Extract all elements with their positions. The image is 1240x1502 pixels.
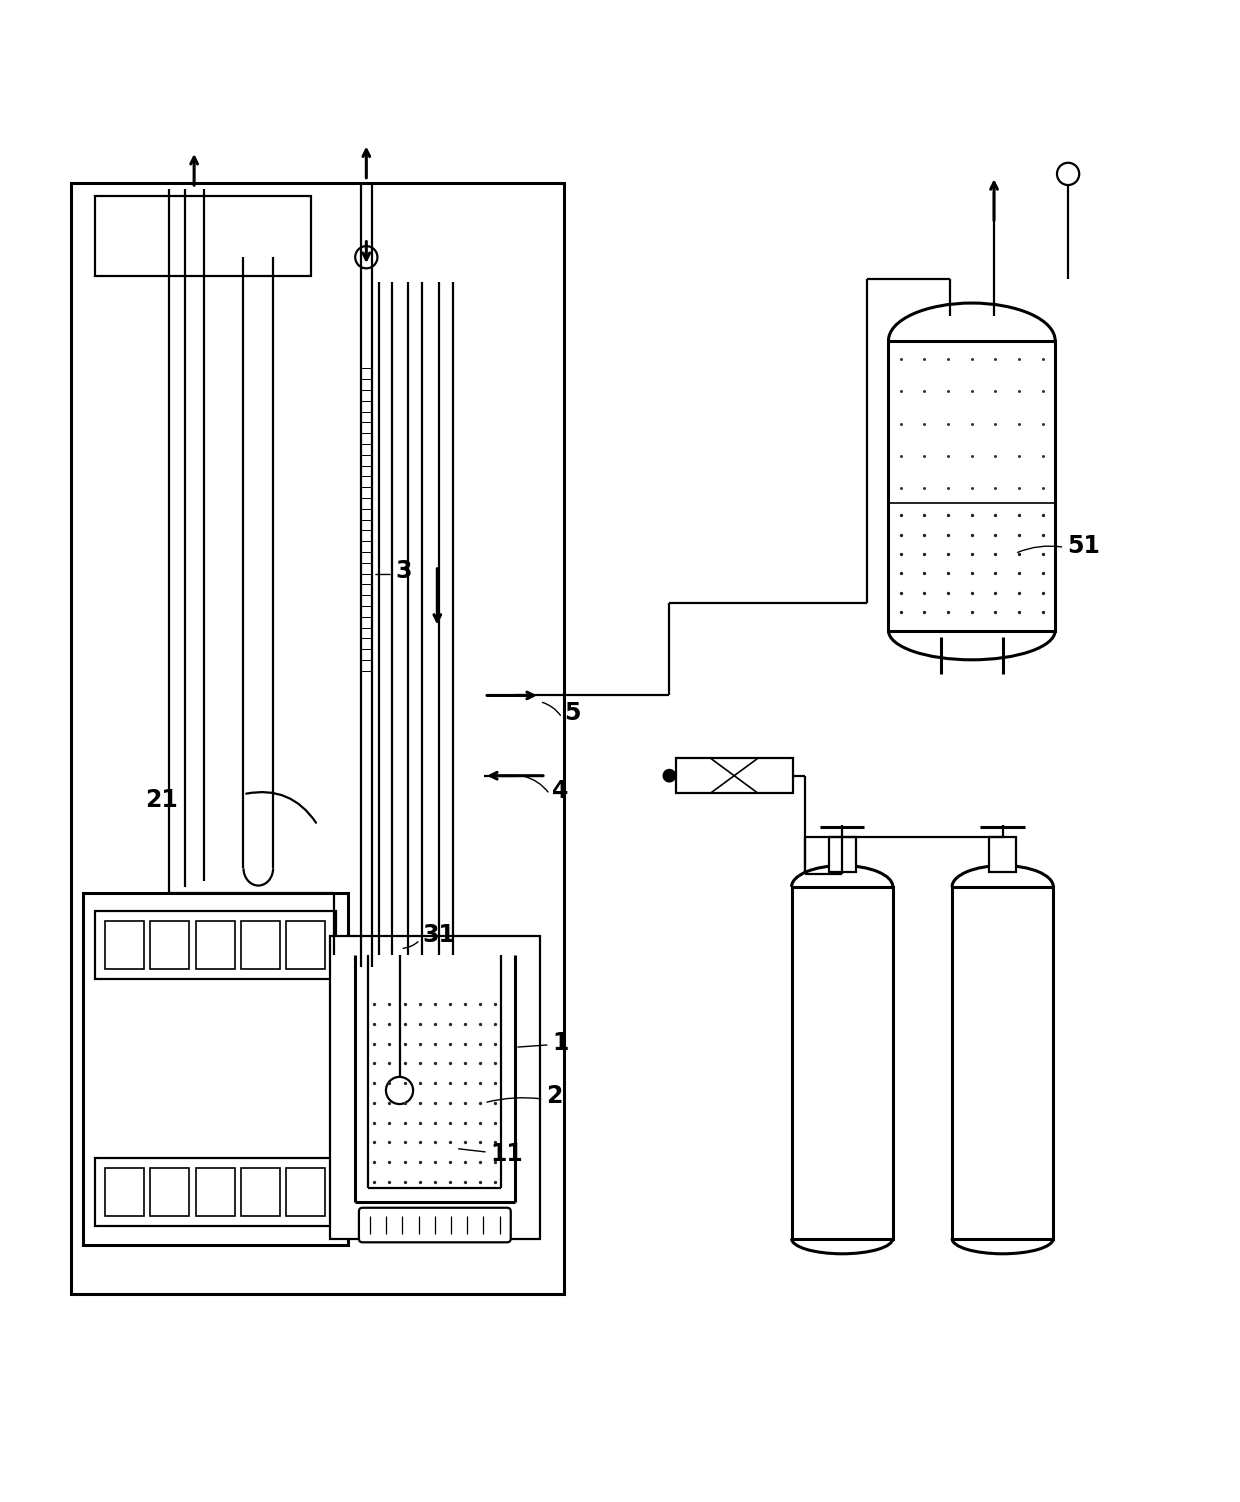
Text: 51: 51 [1066, 535, 1100, 559]
Bar [83, 894, 348, 1245]
Bar [241, 921, 280, 969]
Bar [791, 886, 893, 1239]
Bar [286, 921, 325, 969]
Text: 4: 4 [552, 780, 568, 804]
Bar [990, 837, 1017, 871]
Text: 3: 3 [396, 559, 412, 583]
Bar [196, 1169, 234, 1217]
Bar [889, 341, 1055, 631]
Bar [241, 1169, 280, 1217]
Text: 5: 5 [564, 701, 582, 725]
Circle shape [663, 769, 676, 783]
Text: 1: 1 [552, 1030, 568, 1054]
Bar [150, 921, 190, 969]
Bar [330, 936, 539, 1239]
Bar [828, 837, 856, 871]
Bar [150, 1169, 190, 1217]
Bar [105, 921, 144, 969]
Text: 31: 31 [423, 924, 455, 948]
Text: 21: 21 [145, 787, 177, 811]
Bar [105, 1169, 144, 1217]
Bar [95, 912, 336, 979]
Bar [95, 1158, 336, 1226]
Bar [95, 195, 311, 276]
Bar [286, 1169, 325, 1217]
Text: 2: 2 [546, 1084, 562, 1108]
Text: 11: 11 [490, 1142, 523, 1166]
Bar [71, 183, 564, 1295]
FancyBboxPatch shape [358, 1208, 511, 1242]
Bar [676, 759, 792, 793]
Bar [196, 921, 234, 969]
Bar [952, 886, 1053, 1239]
